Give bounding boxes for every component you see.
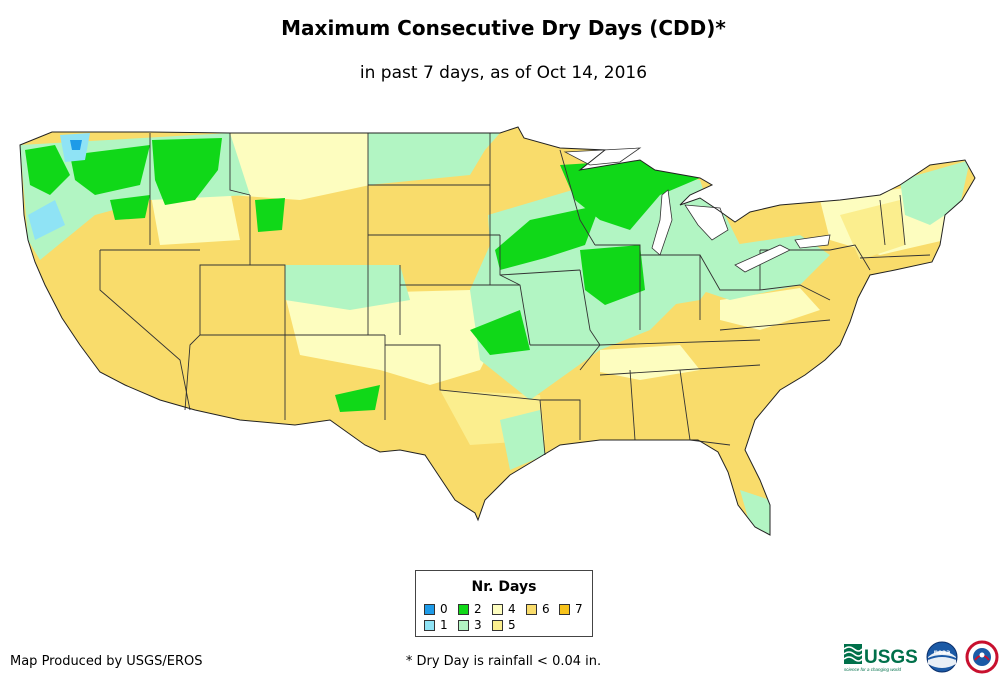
noaa-wordmark: noaa <box>934 649 951 656</box>
legend-swatch-0 <box>424 603 435 615</box>
map-title: Maximum Consecutive Dry Days (CDD)* <box>281 16 726 40</box>
legend-label-7: 7 <box>575 602 583 616</box>
map-credit: Map Produced by USGS/EROS <box>10 654 203 669</box>
legend-swatch-4 <box>492 603 503 615</box>
map-subtitle: in past 7 days, as of Oct 14, 2016 <box>359 63 648 83</box>
legend-item-4: 4 <box>492 602 516 616</box>
legend-item-2: 2 <box>458 602 482 616</box>
noaa-logo: noaa <box>926 641 958 673</box>
legend-label-2: 2 <box>474 602 482 616</box>
usgs-wordmark: USGS <box>864 647 918 668</box>
legend-swatch-2 <box>458 603 469 615</box>
legend-label-5: 5 <box>508 618 516 632</box>
legend-item-1: 1 <box>424 618 448 632</box>
legend-swatch-3 <box>458 619 469 631</box>
legend-swatch-7 <box>559 603 570 615</box>
legend-label-1: 1 <box>440 618 448 632</box>
legend-item-6: 6 <box>526 602 550 616</box>
legend: Nr. Days 0 1 2 3 4 5 6 7 <box>415 570 593 637</box>
legend-item-7: 7 <box>559 602 583 616</box>
legend-item-0: 0 <box>424 602 448 616</box>
legend-label-0: 0 <box>440 602 448 616</box>
legend-title: Nr. Days <box>471 579 537 595</box>
legend-label-3: 3 <box>474 618 482 632</box>
us-cdd-map <box>19 126 976 536</box>
legend-label-4: 4 <box>508 602 516 616</box>
legend-swatch-6 <box>526 603 537 615</box>
legend-item-5: 5 <box>492 618 516 632</box>
legend-label-6: 6 <box>542 602 550 616</box>
logos-graphic: USGS science for a changing world noaa <box>843 640 999 674</box>
dry-day-note: * Dry Day is rainfall < 0.04 in. <box>405 654 602 669</box>
usgs-tagline: science for a changing world <box>844 667 902 672</box>
legend-swatch-5 <box>492 619 503 631</box>
legend-item-3: 3 <box>458 618 482 632</box>
legend-swatch-1 <box>424 619 435 631</box>
usgs-logo: USGS science for a changing world <box>843 644 918 672</box>
nws-logo <box>965 640 999 674</box>
agency-logos: USGS science for a changing world noaa <box>842 638 1002 678</box>
